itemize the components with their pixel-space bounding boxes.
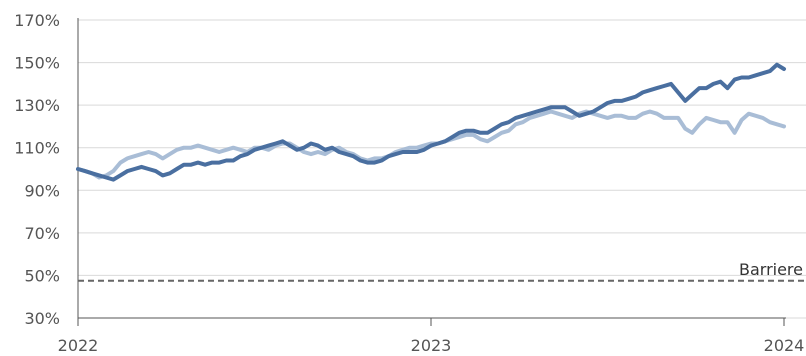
series-line-1 [76, 62, 786, 182]
y-tick-label: 150% [14, 54, 60, 73]
series-group [76, 62, 786, 182]
annotations: Barriere [78, 260, 806, 282]
x-tick-label: 2024 [764, 336, 805, 355]
barrier-label: Barriere [739, 260, 803, 279]
y-tick-label: 30% [24, 309, 60, 328]
y-tick-label: 70% [24, 224, 60, 243]
y-tick-label: 110% [14, 139, 60, 158]
x-axis: 2022 2023 2024 [58, 18, 805, 355]
y-axis-ticks: 30% 50% 70% 90% 110% 130% 150% 170% [14, 11, 60, 328]
y-tick-label: 50% [24, 266, 60, 285]
x-tick-label: 2023 [411, 336, 452, 355]
y-tick-label: 170% [14, 11, 60, 30]
series-line-2 [76, 109, 786, 180]
y-tick-label: 130% [14, 96, 60, 115]
gridlines [78, 19, 806, 319]
x-tick-label: 2022 [58, 336, 99, 355]
y-tick-label: 90% [24, 181, 60, 200]
